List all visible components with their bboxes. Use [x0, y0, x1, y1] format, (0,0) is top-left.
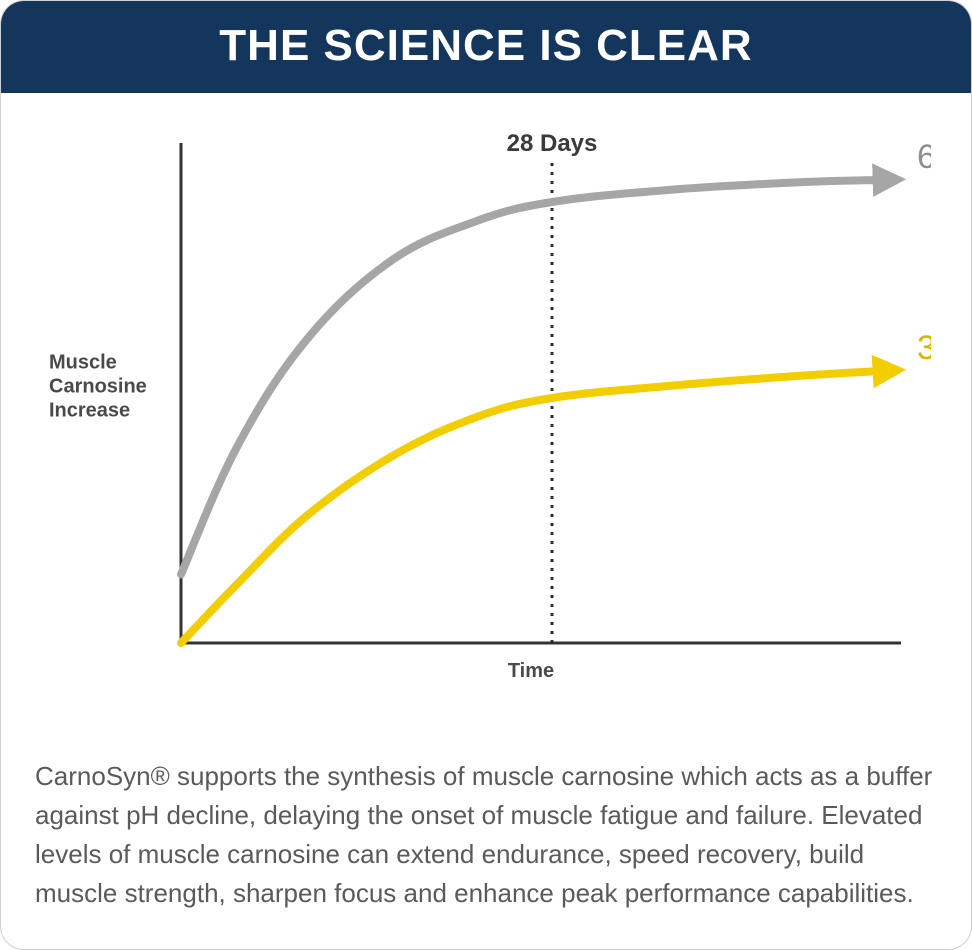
- series-line-low-dose: [181, 371, 881, 643]
- marker-label-28days: 28 Days: [507, 130, 598, 157]
- description-text: CarnoSyn® supports the synthesis of musc…: [1, 747, 971, 949]
- y-axis-label: Muscle: [49, 352, 117, 374]
- y-axis-label: Carnosine: [49, 376, 147, 398]
- carnosine-chart: MuscleCarnosineIncrease Time 28 Days 6.4g 3.…: [31, 113, 931, 703]
- card-header: THE SCIENCE IS CLEAR: [1, 1, 971, 93]
- series-label-low-dose: 3.2g: [917, 329, 931, 367]
- x-axis-label: Time: [508, 660, 554, 682]
- info-card: THE SCIENCE IS CLEAR MuscleCarnosineIncr…: [0, 0, 972, 950]
- series-label-high-dose: 6.4g: [917, 138, 931, 176]
- header-title: THE SCIENCE IS CLEAR: [11, 21, 961, 71]
- chart-container: MuscleCarnosineIncrease Time 28 Days 6.4g 3.…: [1, 93, 971, 747]
- y-axis-label: Increase: [49, 400, 130, 422]
